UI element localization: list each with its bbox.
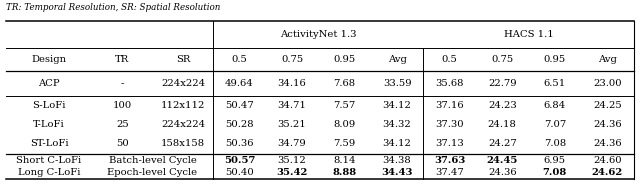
Text: 50: 50 — [116, 139, 129, 148]
Text: 224x224: 224x224 — [161, 120, 205, 129]
Text: -: - — [121, 79, 124, 88]
Text: 23.00: 23.00 — [593, 79, 621, 88]
Text: SR: SR — [176, 55, 190, 64]
Text: 8.88: 8.88 — [333, 169, 356, 177]
Text: 7.57: 7.57 — [333, 101, 356, 110]
Text: T-LoFi: T-LoFi — [33, 120, 65, 129]
Text: Avg: Avg — [598, 55, 617, 64]
Text: 34.32: 34.32 — [383, 120, 412, 129]
Text: ST-LoFi: ST-LoFi — [29, 139, 68, 148]
Text: 34.43: 34.43 — [381, 169, 413, 177]
Text: 8.14: 8.14 — [333, 156, 356, 164]
Text: 7.68: 7.68 — [333, 79, 356, 88]
Text: 158x158: 158x158 — [161, 139, 205, 148]
Text: 6.95: 6.95 — [544, 156, 566, 164]
Text: 24.25: 24.25 — [593, 101, 621, 110]
Text: 0.75: 0.75 — [281, 55, 303, 64]
Text: S-LoFi: S-LoFi — [32, 101, 66, 110]
Text: Long C-LoFi: Long C-LoFi — [18, 169, 80, 177]
Text: 0.5: 0.5 — [442, 55, 458, 64]
Text: 37.30: 37.30 — [435, 120, 464, 129]
Text: 24.18: 24.18 — [488, 120, 516, 129]
Text: 24.36: 24.36 — [488, 169, 516, 177]
Text: 34.12: 34.12 — [383, 101, 412, 110]
Text: 7.59: 7.59 — [333, 139, 356, 148]
Text: 24.45: 24.45 — [486, 156, 518, 164]
Text: 24.27: 24.27 — [488, 139, 516, 148]
Text: 50.57: 50.57 — [224, 156, 255, 164]
Text: Batch-level Cycle: Batch-level Cycle — [109, 156, 196, 164]
Text: HACS 1.1: HACS 1.1 — [504, 30, 554, 39]
Text: 37.63: 37.63 — [434, 156, 465, 164]
Text: TR: Temporal Resolution, SR: Spatial Resolution: TR: Temporal Resolution, SR: Spatial Res… — [6, 3, 221, 12]
Text: 49.64: 49.64 — [225, 79, 254, 88]
Text: 33.59: 33.59 — [383, 79, 412, 88]
Text: 7.08: 7.08 — [543, 169, 567, 177]
Text: 24.60: 24.60 — [593, 156, 621, 164]
Text: 35.21: 35.21 — [278, 120, 307, 129]
Text: 34.12: 34.12 — [383, 139, 412, 148]
Text: Epoch-level Cycle: Epoch-level Cycle — [108, 169, 198, 177]
Text: 100: 100 — [113, 101, 132, 110]
Text: TR: TR — [115, 55, 129, 64]
Text: ACP: ACP — [38, 79, 60, 88]
Text: 25: 25 — [116, 120, 129, 129]
Text: 6.84: 6.84 — [543, 101, 566, 110]
Text: Design: Design — [31, 55, 67, 64]
Text: 0.5: 0.5 — [232, 55, 248, 64]
Text: 22.79: 22.79 — [488, 79, 516, 88]
Text: 24.36: 24.36 — [593, 139, 621, 148]
Text: 6.51: 6.51 — [543, 79, 566, 88]
Text: 224x224: 224x224 — [161, 79, 205, 88]
Text: 0.95: 0.95 — [543, 55, 566, 64]
Text: 50.36: 50.36 — [225, 139, 253, 148]
Text: 35.68: 35.68 — [435, 79, 464, 88]
Text: 50.47: 50.47 — [225, 101, 254, 110]
Text: 37.13: 37.13 — [435, 139, 464, 148]
Text: 35.42: 35.42 — [276, 169, 308, 177]
Text: 37.16: 37.16 — [435, 101, 464, 110]
Text: 7.07: 7.07 — [543, 120, 566, 129]
Text: Avg: Avg — [388, 55, 406, 64]
Text: ActivityNet 1.3: ActivityNet 1.3 — [280, 30, 356, 39]
Text: 37.47: 37.47 — [435, 169, 464, 177]
Text: 8.09: 8.09 — [333, 120, 356, 129]
Text: 34.79: 34.79 — [278, 139, 307, 148]
Text: 0.75: 0.75 — [491, 55, 513, 64]
Text: 50.40: 50.40 — [225, 169, 254, 177]
Text: 24.36: 24.36 — [593, 120, 621, 129]
Text: 34.16: 34.16 — [278, 79, 307, 88]
Text: 0.95: 0.95 — [333, 55, 356, 64]
Text: 24.23: 24.23 — [488, 101, 516, 110]
Text: 7.08: 7.08 — [543, 139, 566, 148]
Text: 50.28: 50.28 — [225, 120, 254, 129]
Text: 24.62: 24.62 — [592, 169, 623, 177]
Text: 112x112: 112x112 — [161, 101, 205, 110]
Text: Short C-LoFi: Short C-LoFi — [17, 156, 82, 164]
Text: 34.71: 34.71 — [278, 101, 307, 110]
Text: 34.38: 34.38 — [383, 156, 412, 164]
Text: 35.12: 35.12 — [278, 156, 307, 164]
